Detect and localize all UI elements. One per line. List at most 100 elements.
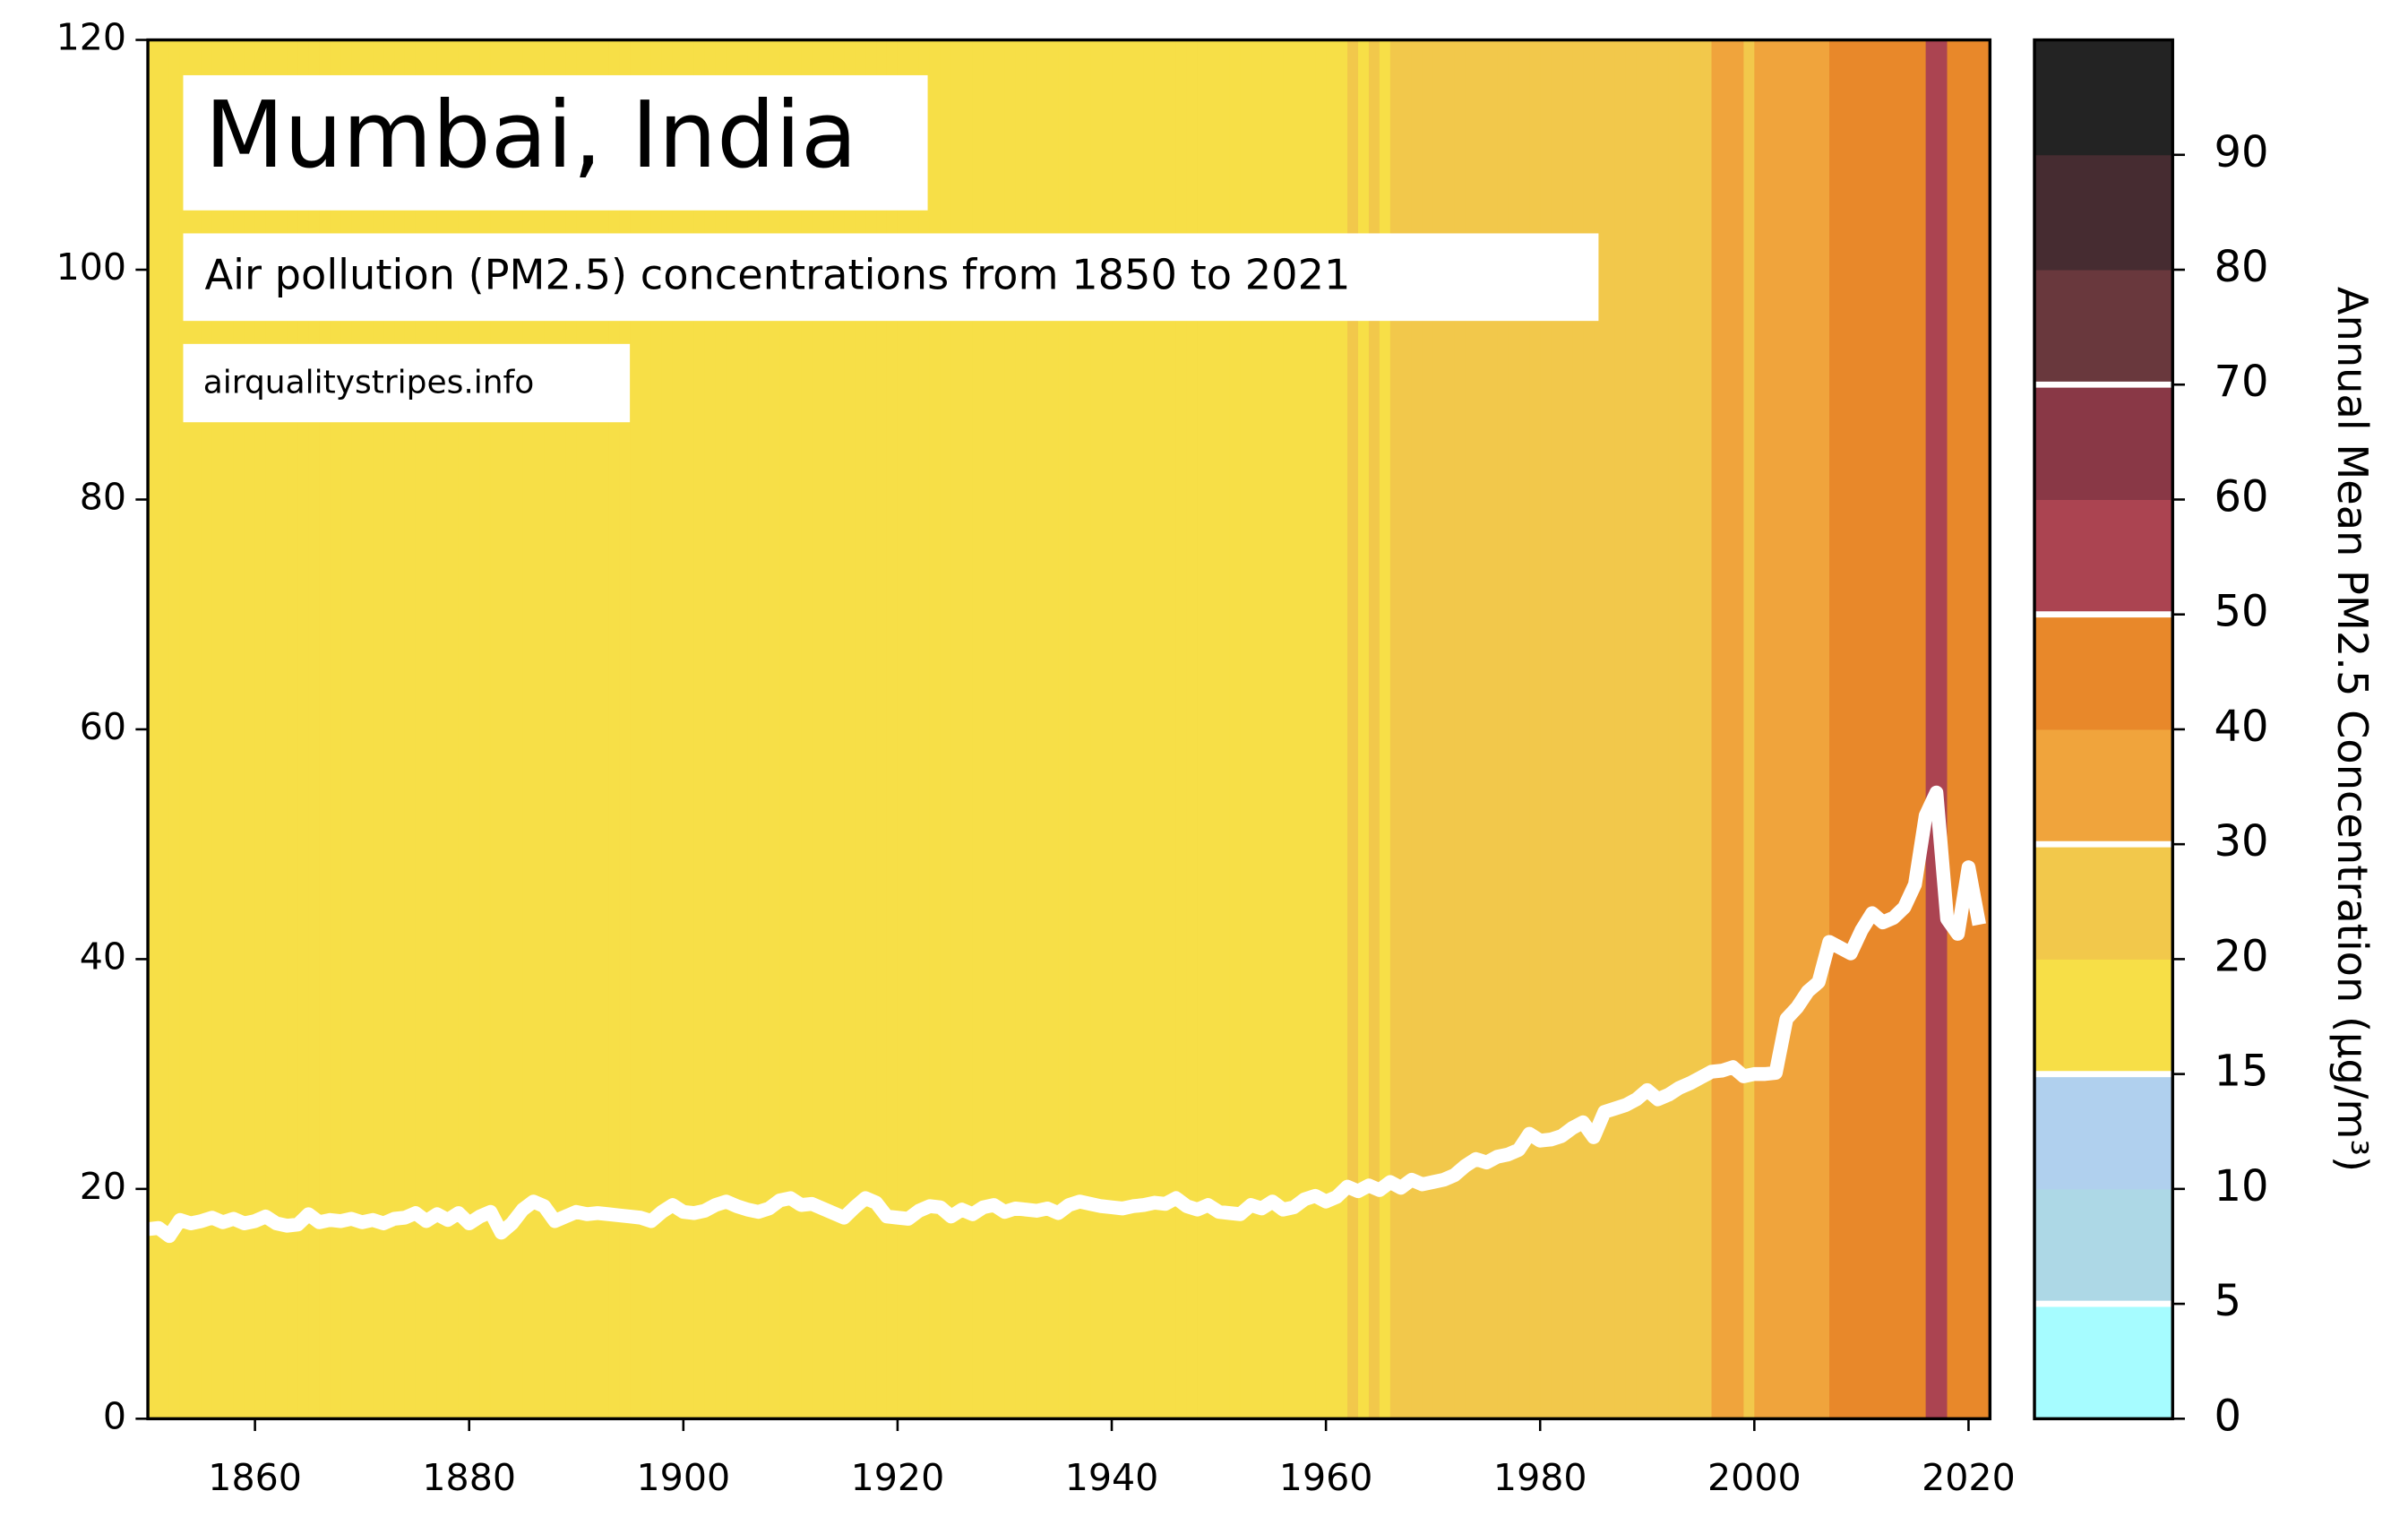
stripe [1583, 39, 1595, 1419]
stripe [1422, 39, 1434, 1419]
stripe [833, 39, 845, 1419]
stripe [1218, 39, 1231, 1419]
colorbar-tick-label: 0 [2214, 1391, 2242, 1441]
stripe [779, 39, 791, 1419]
stripe [1551, 39, 1562, 1419]
colorbar-label: Annual Mean PM2.5 Concentration (μg/m³) [2328, 287, 2377, 1172]
stripe [1154, 39, 1166, 1419]
x-tick-label: 2020 [1922, 1456, 2016, 1499]
x-tick-label: 1880 [422, 1456, 516, 1499]
stripe [1957, 39, 1969, 1419]
y-tick-label: 20 [80, 1165, 126, 1208]
x-tick-label: 1920 [851, 1456, 945, 1499]
stripe [1229, 39, 1242, 1419]
colorbar-tick-label: 40 [2214, 702, 2269, 752]
stripe [1765, 39, 1776, 1419]
stripe [1090, 39, 1102, 1419]
stripe [1979, 39, 1991, 1419]
stripe [1389, 39, 1402, 1419]
stripe [1443, 39, 1456, 1419]
stripe [1283, 39, 1294, 1419]
stripe [993, 39, 1005, 1419]
stripe [1839, 39, 1852, 1419]
y-tick-label: 60 [80, 705, 126, 748]
stripe [1776, 39, 1787, 1419]
stripe [812, 39, 823, 1419]
stripe [929, 39, 942, 1419]
stripe [907, 39, 920, 1419]
stripe [1572, 39, 1584, 1419]
colorbar-segment [2034, 959, 2173, 1075]
stripe [1861, 39, 1873, 1419]
colorbar-segment [2034, 39, 2173, 156]
stripe [1882, 39, 1895, 1419]
stripe [1261, 39, 1273, 1419]
stripe [1122, 39, 1134, 1419]
stripe [1614, 39, 1627, 1419]
colorbar-segment [2034, 1073, 2173, 1190]
x-tick-label: 1960 [1279, 1456, 1373, 1499]
stripe [844, 39, 856, 1419]
stripe [1733, 39, 1744, 1419]
colorbar-tick-label: 15 [2214, 1047, 2269, 1097]
stripe [769, 39, 780, 1419]
stripe [1294, 39, 1305, 1419]
stripe [1561, 39, 1573, 1419]
stripe [1165, 39, 1177, 1419]
stripe [1357, 39, 1370, 1419]
stripe [1947, 39, 1958, 1419]
stripe [1079, 39, 1091, 1419]
colorbar-segment [2034, 154, 2173, 271]
colorbar-tick-label: 80 [2214, 242, 2269, 292]
stripe [1475, 39, 1487, 1419]
stripe [940, 39, 952, 1419]
stripe [918, 39, 931, 1419]
stripe [1208, 39, 1220, 1419]
stripe [1175, 39, 1188, 1419]
stripe [1411, 39, 1423, 1419]
stripe [1497, 39, 1509, 1419]
y-tick-label: 100 [56, 246, 126, 289]
stripe [1636, 39, 1648, 1419]
stripe [1668, 39, 1681, 1419]
stripe [1529, 39, 1541, 1419]
colorbar-tick-label: 90 [2214, 127, 2269, 177]
colorbar-tick-label: 50 [2214, 587, 2269, 637]
stripe [758, 39, 770, 1419]
stripe [736, 39, 749, 1419]
stripe [1379, 39, 1391, 1419]
colorbar-segment [2034, 614, 2173, 730]
stripe [672, 39, 684, 1419]
colorbar-segment [2034, 844, 2173, 960]
stripe [1347, 39, 1359, 1419]
stripe [1454, 39, 1466, 1419]
stripe [1647, 39, 1659, 1419]
stripe [1069, 39, 1080, 1419]
stripe [1047, 39, 1059, 1419]
stripe [641, 39, 652, 1419]
stripe [159, 39, 170, 1419]
stripe [1486, 39, 1498, 1419]
stripe [1925, 39, 1938, 1419]
colorbar-tick-label: 10 [2214, 1161, 2269, 1211]
source-box [183, 343, 631, 423]
stripe [1914, 39, 1927, 1419]
stripe [1432, 39, 1445, 1419]
stripe [704, 39, 717, 1419]
stripe [1850, 39, 1862, 1419]
stripe [1004, 39, 1016, 1419]
x-tick-label: 1980 [1493, 1456, 1587, 1499]
stripe [1368, 39, 1380, 1419]
stripe [1904, 39, 1916, 1419]
stripe [1604, 39, 1616, 1419]
stripe [168, 39, 181, 1419]
colorbar-tick-label: 30 [2214, 816, 2269, 866]
stripe [972, 39, 985, 1419]
stripe [661, 39, 674, 1419]
chart-subtitle: Air pollution (PM2.5) concentrations fro… [204, 251, 1350, 299]
stripe [1251, 39, 1262, 1419]
stripe [1518, 39, 1530, 1419]
stripe [693, 39, 706, 1419]
stripe [1871, 39, 1884, 1419]
